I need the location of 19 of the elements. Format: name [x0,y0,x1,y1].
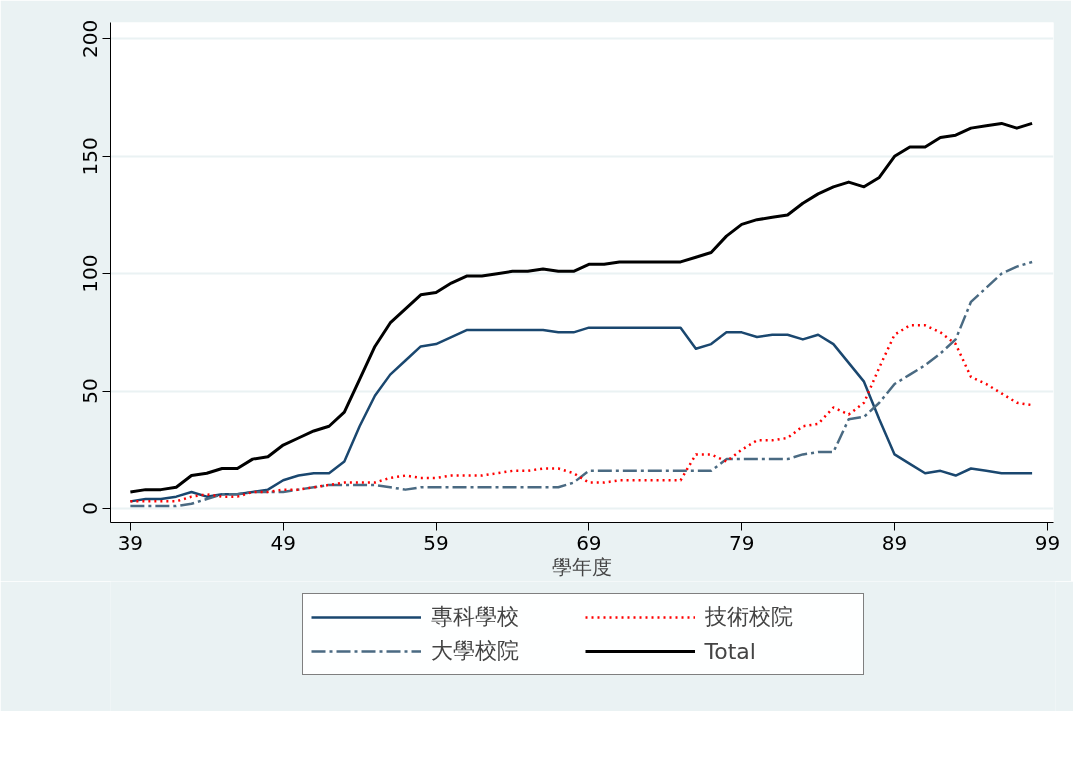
y-tick-label: 200 [78,19,103,59]
x-tick-label: 89 [881,530,908,555]
line-series [128,121,1034,494]
x-tick-label: 79 [728,530,755,555]
y-tick-label: 100 [78,254,103,293]
x-tick-label: 39 [117,530,144,555]
legend-label: 大學校院 [430,637,520,665]
y-tick-label: 0 [78,502,103,515]
y-tick-label: 50 [78,378,103,404]
x-tick-label: 49 [270,530,296,555]
line-series [129,260,1034,508]
legend-label: 專科學校 [430,603,520,631]
y-tick-label: 150 [78,137,103,176]
x-tick-label: 69 [576,530,602,555]
x-tick-label: 59 [423,530,449,555]
legend-label: 技術校院 [704,603,794,631]
x-axis-title: 學年度 [552,554,612,579]
legend-label: Total [704,638,757,664]
x-tick-label: 99 [1034,530,1061,555]
